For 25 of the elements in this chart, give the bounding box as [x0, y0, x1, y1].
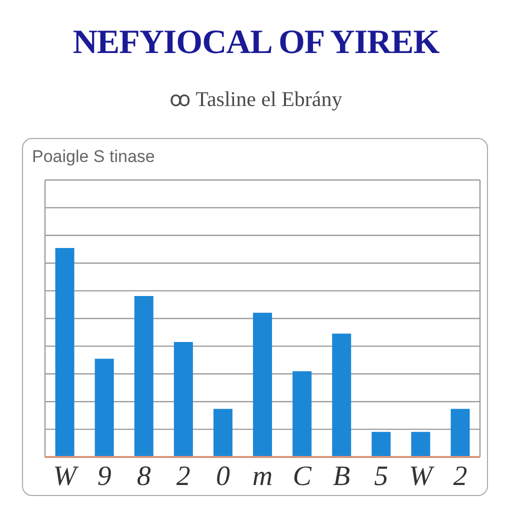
x-tick-label: 8 [136, 460, 151, 492]
bar [292, 371, 312, 457]
bar [332, 334, 352, 457]
bar [372, 432, 391, 457]
x-tick-label: C [292, 460, 312, 492]
bar [411, 432, 430, 457]
bar [253, 312, 272, 457]
x-tick-label: 2 [453, 460, 468, 492]
x-tick-label: 5 [374, 460, 388, 492]
x-tick-label: W [409, 460, 436, 492]
bar [450, 408, 470, 457]
bar [134, 296, 154, 457]
x-tick-label: 9 [97, 460, 112, 492]
chart-title: NEFYIOCAL OF YIREK [72, 24, 440, 62]
bar [213, 408, 232, 457]
chart-subtitle: ꝏ Tasline el Ebrány [168, 86, 344, 112]
x-tick-label: m [252, 460, 273, 492]
text: Poaigle S tinase [32, 147, 155, 167]
x-tick-label: W [53, 460, 80, 492]
bar [174, 342, 193, 457]
x-tick-label: 2 [176, 460, 190, 492]
x-tick-label: 0 [216, 460, 230, 492]
x-tick-label: B [333, 460, 350, 492]
bar [94, 358, 114, 457]
bar [55, 248, 74, 457]
